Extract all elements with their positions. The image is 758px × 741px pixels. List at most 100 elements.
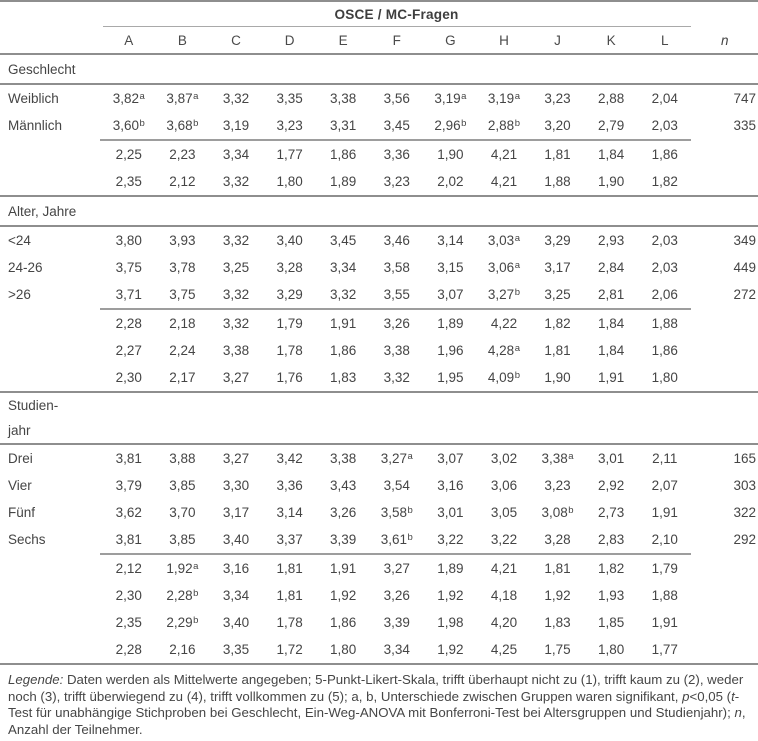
value-cell-B: 3,68b [166, 117, 199, 134]
value-cell-J: 3,23 [544, 478, 571, 493]
value-cell-K: 2,84 [598, 260, 625, 275]
header-bottom-rule [0, 53, 758, 55]
value-cell-G: 1,98 [437, 615, 464, 630]
value-cell-G: 1,96 [437, 343, 464, 358]
value-cell-H: 4,21 [490, 147, 518, 162]
value-cell-H: 3,19a [487, 90, 520, 107]
value-cell-L: 2,10 [651, 532, 678, 547]
value-cell-K: 2,88 [598, 91, 625, 106]
value-cell-B: 2,18 [169, 316, 196, 331]
significance-superscript: a [193, 560, 199, 572]
value-cell-E: 1,86 [330, 615, 357, 630]
significance-superscript: a [514, 342, 520, 354]
section-header-row: Studien-jahr [0, 393, 758, 443]
value-cell-H: 4,18 [490, 588, 518, 603]
value-cell-A: 2,28 [115, 316, 142, 331]
table-title-row: OSCE / MC-Fragen [0, 2, 758, 26]
value-cell-L: 1,91 [651, 615, 678, 630]
value-cell-B: 3,75 [169, 287, 196, 302]
value-cell-K: 1,93 [598, 588, 625, 603]
value-cell-L: 2,03 [651, 118, 678, 133]
value-cell-D: 1,78 [276, 343, 303, 358]
value-cell-H: 4,28a [487, 342, 520, 359]
row-label: Männlich [8, 118, 63, 133]
section-label-rule [0, 443, 758, 445]
value-cell-F: 3,32 [383, 370, 410, 385]
column-header-B: B [177, 32, 187, 48]
value-cell-B: 2,24 [169, 343, 196, 358]
value-cell-C: 3,32 [222, 233, 250, 248]
value-cell-H: 3,05 [490, 505, 518, 520]
legend-segment: Daten werden als Mittelwerte angegeben; … [8, 672, 744, 704]
value-cell-G: 1,92 [437, 642, 464, 657]
significance-superscript: b [407, 504, 413, 516]
significance-superscript: b [139, 117, 145, 129]
value-cell-A: 3,79 [115, 478, 142, 493]
n-cell: 303 [733, 478, 756, 493]
value-cell-G: 3,22 [437, 532, 464, 547]
value-cell-D: 1,76 [276, 370, 303, 385]
table-row: Sechs 3,81 3,85 3,40 3,37 3,39 3,61b 3,22 3,22 3,… [0, 526, 758, 553]
legend-italic-segment: p [682, 688, 690, 704]
value-cell-K: 2,83 [598, 532, 625, 547]
value-cell-H: 4,20 [490, 615, 518, 630]
value-cell-K: 2,93 [598, 233, 625, 248]
value-cell-C: 3,17 [222, 505, 250, 520]
value-cell-A: 3,81 [115, 451, 142, 466]
value-cell-L: 1,86 [651, 343, 678, 358]
mc-mean-row: 2,27 2,24 3,38 1,78 1,86 3,38 1,96 4,28a 1,81 1,8… [0, 337, 758, 364]
value-cell-D: 3,40 [276, 233, 303, 248]
value-cell-C: 3,40 [222, 532, 250, 547]
value-cell-C: 3,32 [222, 287, 250, 302]
value-cell-F: 3,23 [383, 174, 410, 189]
column-header-K: K [606, 32, 616, 48]
value-cell-D: 3,23 [276, 118, 303, 133]
value-cell-E: 1,86 [330, 343, 357, 358]
value-cell-H: 4,21 [490, 174, 518, 189]
significance-superscript: a [407, 450, 413, 462]
value-cell-J: 1,82 [544, 316, 571, 331]
value-cell-L: 1,77 [651, 642, 678, 657]
value-cell-H: 4,21 [490, 561, 518, 576]
legend-segment: -Test für unabhängige Stichproben bei Ge… [8, 688, 740, 721]
value-cell-A: 2,30 [115, 588, 142, 603]
value-cell-F: 3,55 [383, 287, 410, 302]
table-body: Geschlecht Weiblich 3,82a 3,87a 3,32 3,35 3,38… [0, 55, 758, 665]
value-cell-F: 3,38 [383, 343, 410, 358]
row-label: Fünf [8, 505, 36, 520]
column-header-H: H [499, 32, 509, 48]
value-cell-G: 1,89 [437, 561, 464, 576]
mc-block-rule [100, 139, 691, 141]
value-cell-K: 1,84 [598, 147, 625, 162]
legend-italic-segment: t [731, 688, 735, 704]
value-cell-G: 3,07 [437, 451, 464, 466]
value-cell-J: 3,38a [541, 450, 574, 467]
value-cell-H: 3,22 [490, 532, 518, 547]
table-row: Drei 3,81 3,88 3,27 3,42 3,38 3,27a 3,07 3,02 3,3… [0, 445, 758, 472]
section-header-row: Geschlecht [0, 55, 758, 83]
value-cell-K: 2,79 [598, 118, 625, 133]
value-cell-J: 3,08b [541, 504, 574, 521]
value-cell-K: 1,82 [598, 561, 625, 576]
value-cell-C: 3,27 [222, 370, 250, 385]
section-label-rule [0, 225, 758, 227]
value-cell-K: 2,81 [598, 287, 625, 302]
section-bottom-rule [0, 663, 758, 665]
table-row: Weiblich 3,82a 3,87a 3,32 3,35 3,38 3,56 3,19a 3… [0, 85, 758, 112]
section-label: Geschlecht [8, 61, 76, 77]
value-cell-J: 1,81 [544, 147, 571, 162]
value-cell-G: 2,96b [434, 117, 467, 134]
row-label: Weiblich [8, 91, 59, 106]
n-cell: 349 [733, 233, 756, 248]
significance-superscript: b [514, 369, 520, 381]
section-label-rule [0, 83, 758, 85]
value-cell-G: 1,95 [437, 370, 464, 385]
value-cell-C: 3,32 [222, 316, 250, 331]
value-cell-H: 3,03a [487, 232, 520, 249]
value-cell-B: 3,70 [169, 505, 196, 520]
value-cell-E: 1,91 [330, 561, 357, 576]
significance-superscript: a [568, 450, 574, 462]
mc-mean-row: 2,12 1,92a 3,16 1,81 1,91 3,27 1,89 4,21 1,81 1,8… [0, 555, 758, 582]
